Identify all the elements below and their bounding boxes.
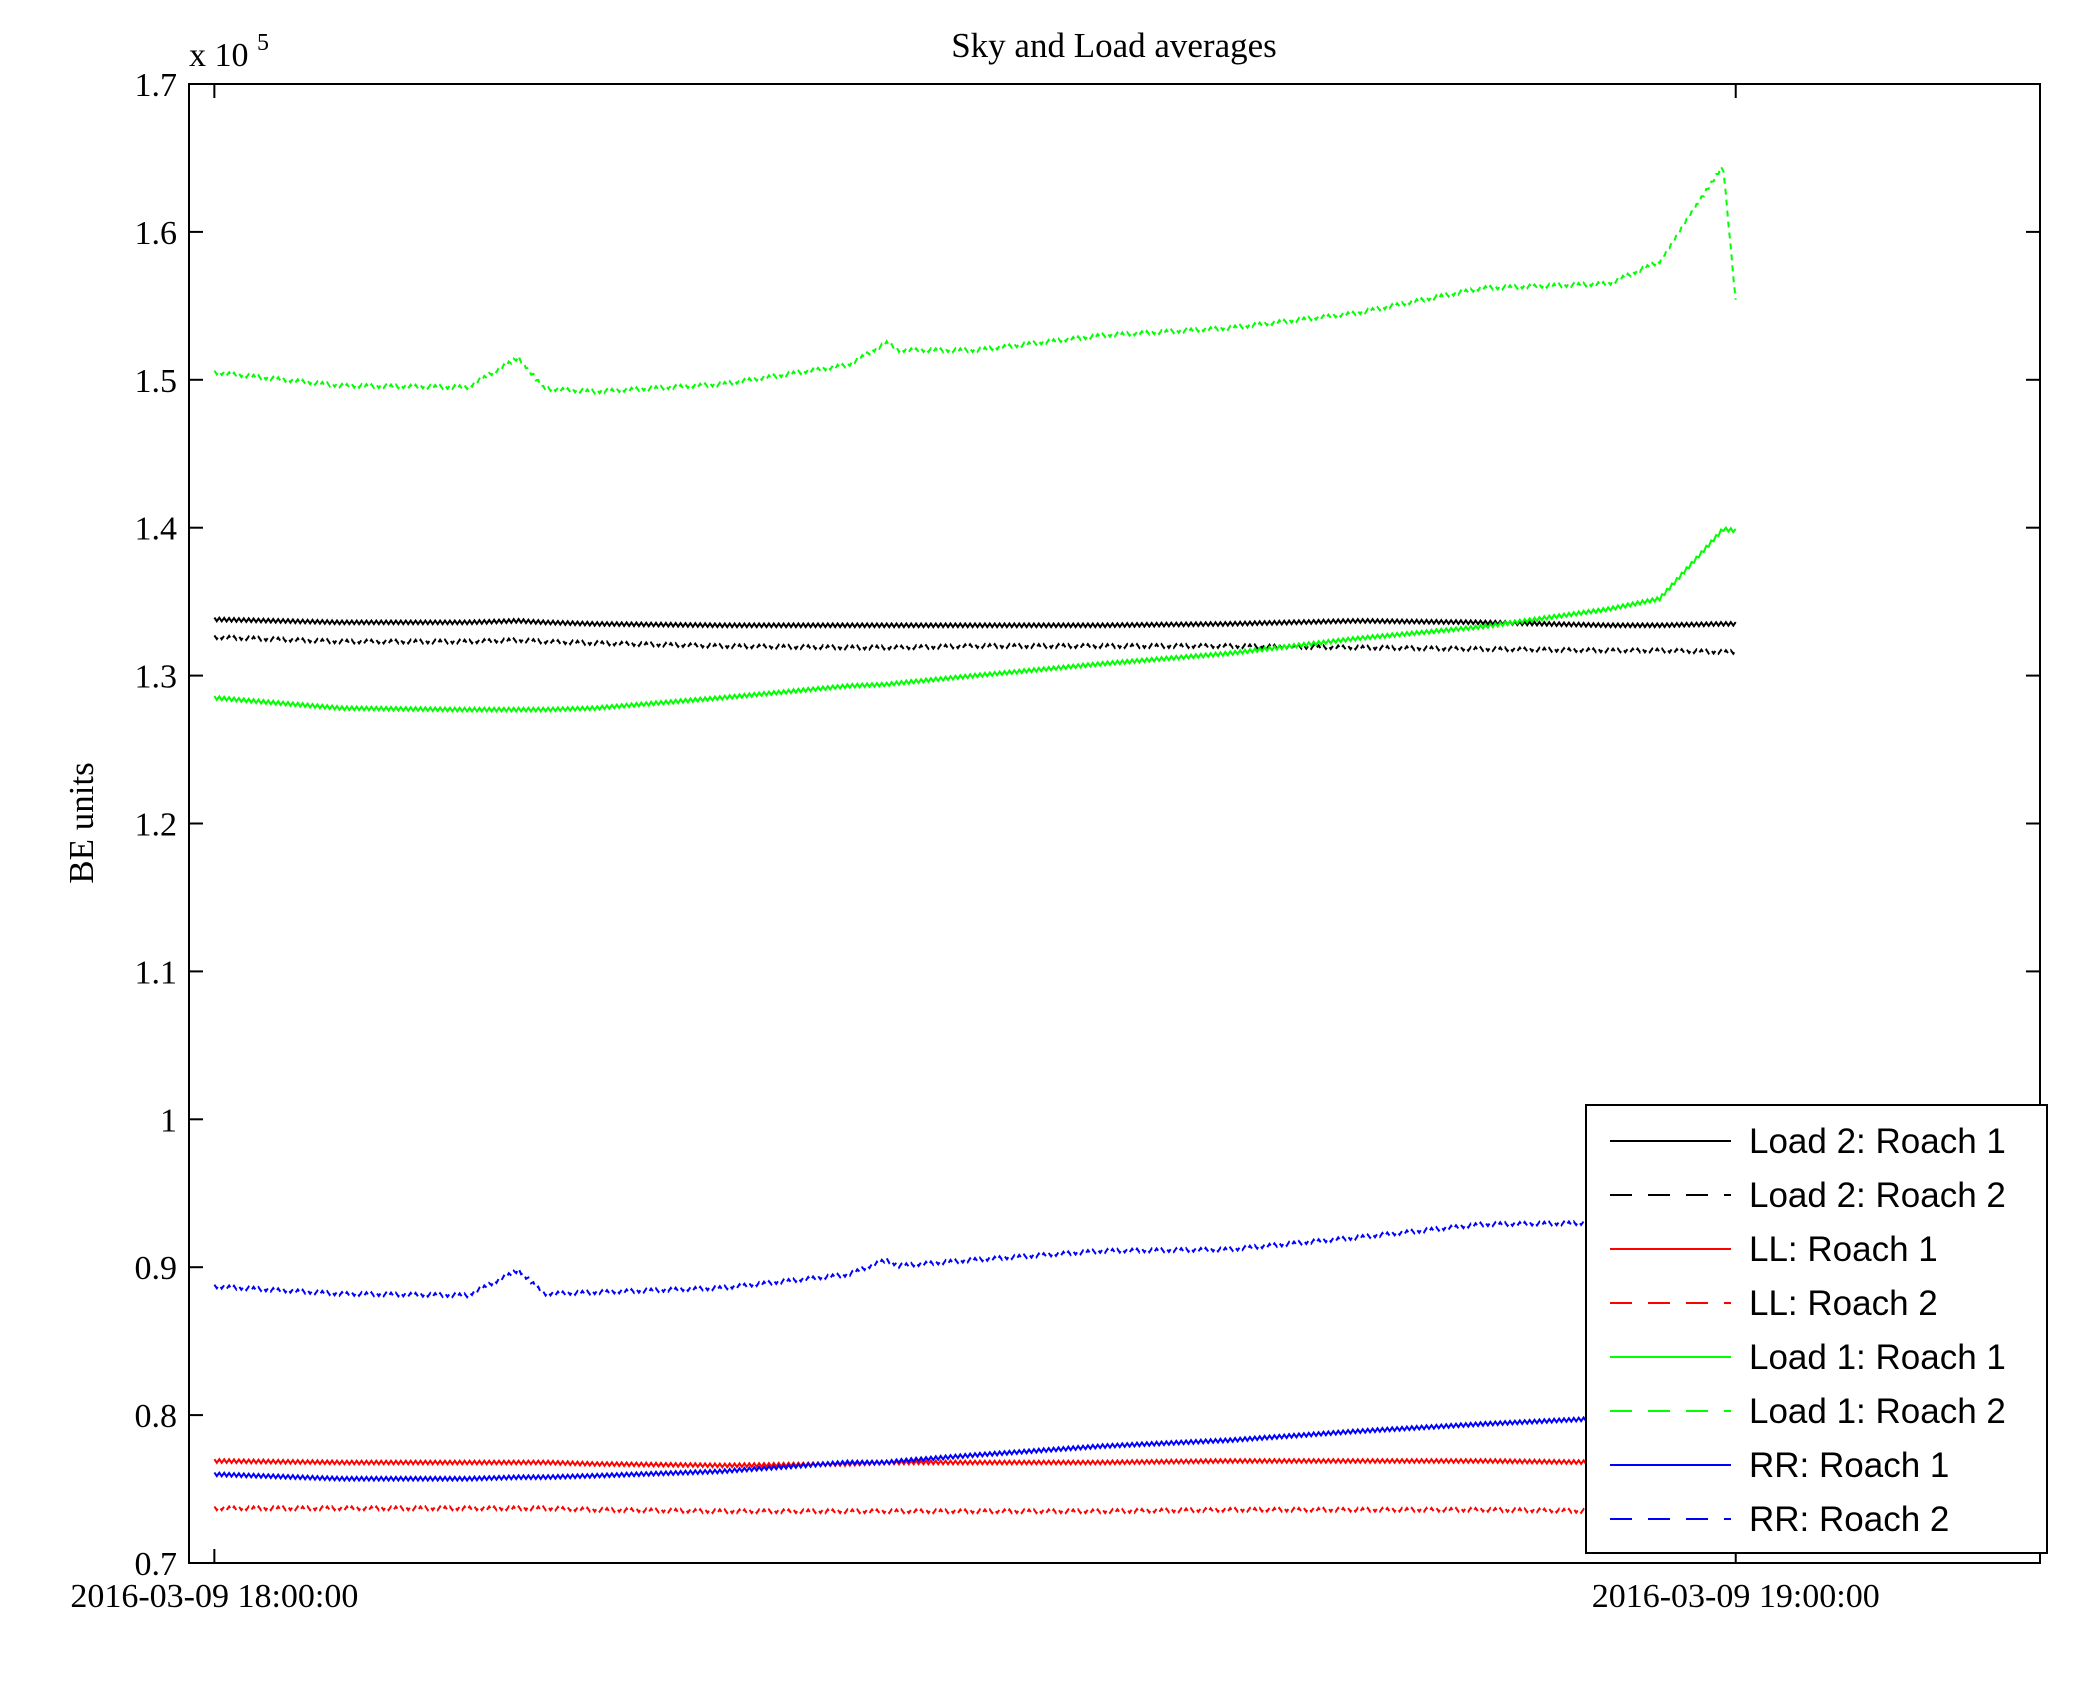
legend-label: LL: Roach 1 [1749, 1230, 1938, 1269]
legend-label: RR: Roach 1 [1749, 1446, 1949, 1485]
series-line-load-2-roach-1 [213, 615, 1737, 629]
y-tick-label: 1.4 [135, 511, 178, 548]
series-line-rr-roach-2 [213, 1208, 1737, 1299]
legend-label: LL: Roach 2 [1749, 1284, 1938, 1323]
chart-title: Sky and Load averages [951, 26, 1277, 65]
series-line-ll-roach-2 [213, 1504, 1737, 1515]
y-tick-label: 1 [160, 1102, 177, 1139]
y-tick-label: 1.1 [135, 954, 178, 991]
series-line-load-1-roach-2 [213, 164, 1737, 396]
series-line-ll-roach-1 [213, 1457, 1737, 1469]
y-multiplier-exponent: 5 [257, 30, 269, 56]
legend: Load 2: Roach 1 Load 2: Roach 2 LL: Roach … [1585, 1104, 2048, 1554]
legend-label: Load 2: Roach 2 [1749, 1176, 2006, 1215]
y-multiplier-base: x 10 [189, 37, 249, 74]
series-line-rr-roach-1 [213, 1408, 1737, 1483]
x-tick-label: 2016-03-09 19:00:00 [1592, 1578, 1880, 1615]
legend-label: RR: Roach 2 [1749, 1500, 1949, 1539]
series-layer [213, 164, 1737, 1515]
y-tick-label: 0.9 [135, 1250, 178, 1287]
series-line-load-1-roach-1 [213, 525, 1737, 714]
y-tick-label: 0.8 [135, 1398, 178, 1435]
legend-label: Load 1: Roach 2 [1749, 1392, 2006, 1431]
y-multiplier-label: x 10 5 [189, 30, 269, 74]
y-tick-label: 1.6 [135, 215, 178, 252]
y-tick-label: 1.2 [135, 807, 178, 844]
legend-label: Load 2: Roach 1 [1749, 1122, 2006, 1161]
y-tick-label: 1.5 [135, 363, 178, 400]
legend-box [1585, 1104, 2048, 1554]
y-axis-label: BE units [62, 762, 101, 884]
y-tick-label: 0.7 [135, 1546, 178, 1583]
y-tick-label: 1.3 [135, 659, 178, 696]
legend-label: Load 1: Roach 1 [1749, 1338, 2006, 1377]
ticks-layer: 0.7 0.8 0.9 1 1.1 1.2 1.3 1.4 1.5 1.6 1.7 2016-03-0… [70, 67, 2040, 1615]
y-tick-label: 1.7 [135, 67, 178, 104]
x-tick-label: 2016-03-09 18:00:00 [70, 1578, 358, 1615]
series-line-load-2-roach-2 [213, 633, 1737, 656]
